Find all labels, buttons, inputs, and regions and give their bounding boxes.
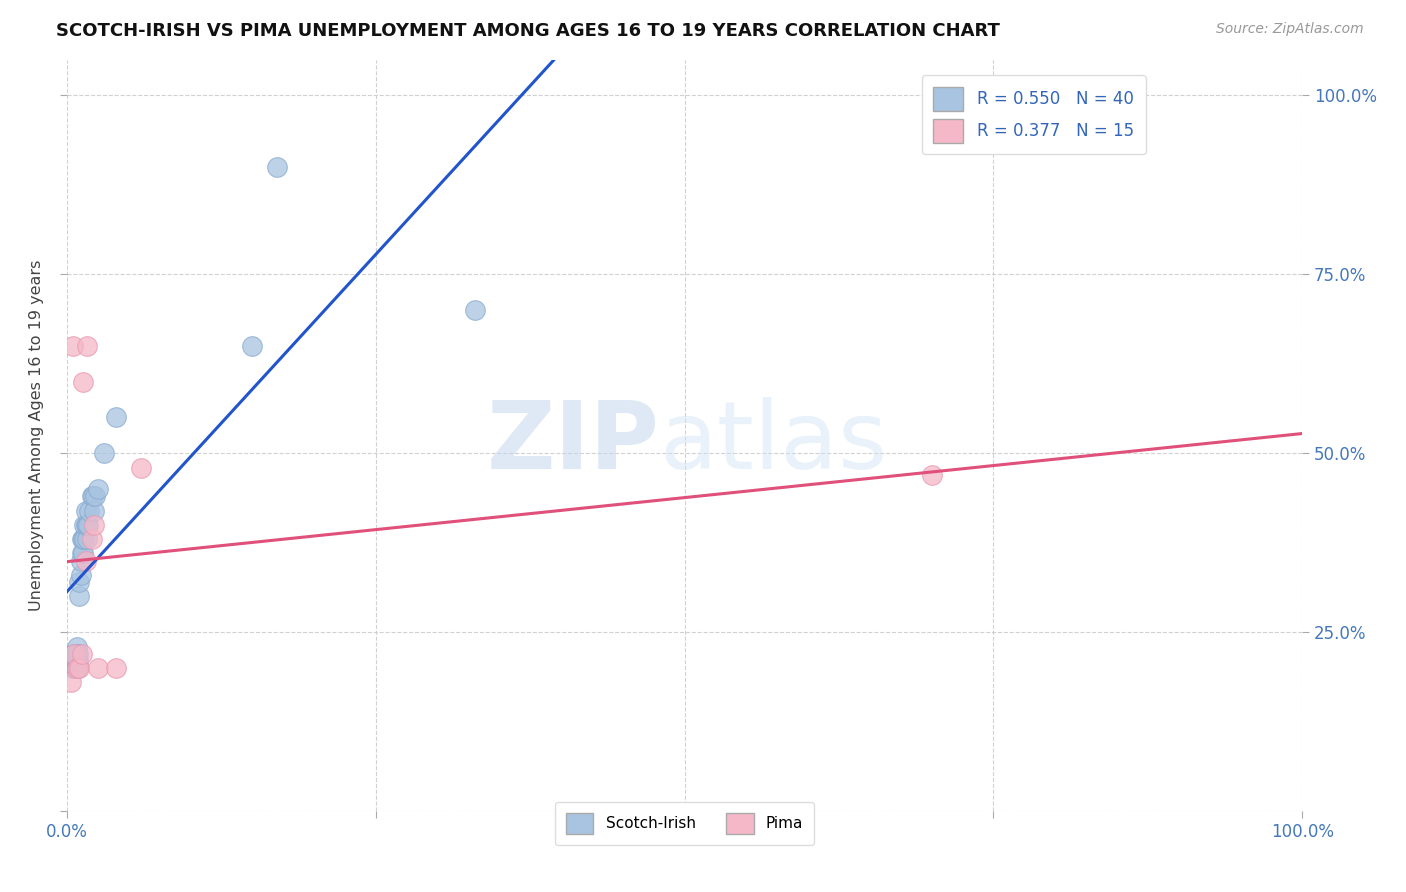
Point <box>105 410 128 425</box>
Point <box>63 654 86 668</box>
Point <box>67 661 90 675</box>
Point <box>75 554 97 568</box>
Point <box>69 568 91 582</box>
Y-axis label: Unemployment Among Ages 16 to 19 years: Unemployment Among Ages 16 to 19 years <box>30 260 44 611</box>
Point <box>80 489 103 503</box>
Point <box>66 654 89 668</box>
Point <box>62 661 84 675</box>
Point <box>63 661 86 675</box>
Point <box>76 517 98 532</box>
Point <box>83 517 105 532</box>
Text: Source: ZipAtlas.com: Source: ZipAtlas.com <box>1216 22 1364 37</box>
Point <box>87 482 110 496</box>
Point <box>66 661 89 675</box>
Point <box>76 339 98 353</box>
Point <box>72 547 94 561</box>
Legend: Scotch-Irish, Pima: Scotch-Irish, Pima <box>555 802 814 845</box>
Text: ZIP: ZIP <box>486 397 659 489</box>
Point <box>66 647 89 661</box>
Text: SCOTCH-IRISH VS PIMA UNEMPLOYMENT AMONG AGES 16 TO 19 YEARS CORRELATION CHART: SCOTCH-IRISH VS PIMA UNEMPLOYMENT AMONG … <box>56 22 1000 40</box>
Point <box>105 661 128 675</box>
Point <box>921 467 943 482</box>
Point <box>76 532 98 546</box>
Point <box>84 489 107 503</box>
Point <box>75 503 97 517</box>
Point <box>72 375 94 389</box>
Point <box>129 460 152 475</box>
Point <box>59 675 82 690</box>
Point <box>62 654 84 668</box>
Point <box>70 647 93 661</box>
Point <box>240 339 263 353</box>
Point <box>65 654 87 668</box>
Point <box>67 575 90 590</box>
Point <box>77 517 100 532</box>
Point <box>67 647 90 661</box>
Point <box>82 489 104 503</box>
Point <box>62 647 84 661</box>
Point <box>67 654 90 668</box>
Text: atlas: atlas <box>659 397 889 489</box>
Point <box>62 339 84 353</box>
Point <box>65 661 87 675</box>
Point <box>66 640 89 654</box>
Point <box>464 303 486 318</box>
Point <box>87 661 110 675</box>
Point <box>65 647 87 661</box>
Point <box>70 547 93 561</box>
Point <box>70 532 93 546</box>
Point <box>77 503 100 517</box>
Point <box>63 647 86 661</box>
Point <box>73 517 96 532</box>
Point <box>72 532 94 546</box>
Point <box>69 554 91 568</box>
Point <box>73 532 96 546</box>
Point <box>93 446 115 460</box>
Point <box>80 532 103 546</box>
Point <box>83 503 105 517</box>
Point <box>67 661 90 675</box>
Point <box>266 160 288 174</box>
Point <box>75 517 97 532</box>
Point <box>67 590 90 604</box>
